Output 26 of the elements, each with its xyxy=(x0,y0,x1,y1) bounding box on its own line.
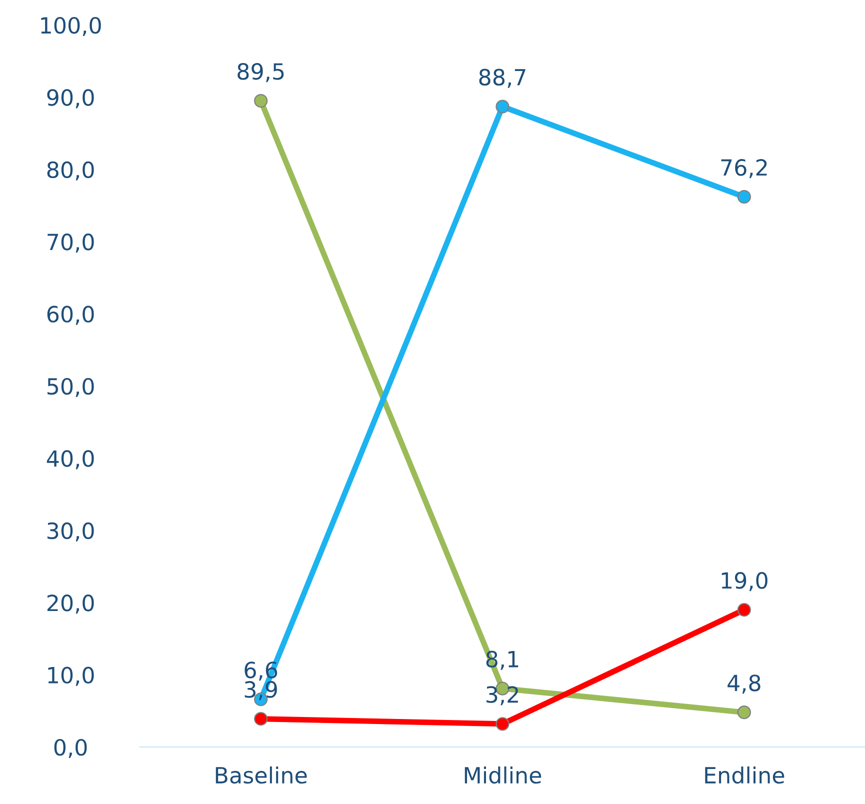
y-tick-label: 50,0 xyxy=(48,378,94,398)
x-tick-label: Baseline xyxy=(216,766,307,784)
data-label: 4,8 xyxy=(728,674,760,694)
x-tick-label: Midline xyxy=(464,766,542,784)
point xyxy=(254,712,268,726)
point xyxy=(254,94,268,108)
point xyxy=(737,706,751,720)
y-tick-label: 30,0 xyxy=(48,522,94,542)
y-tick-label: 10,0 xyxy=(48,666,94,686)
x-tick-label: Endline xyxy=(705,766,784,784)
y-tick-label: 70,0 xyxy=(48,234,94,253)
y-tick-label: 20,0 xyxy=(47,594,94,614)
y-tick-label: 90,0 xyxy=(47,89,94,108)
y-tick-label: 60,0 xyxy=(47,306,94,325)
point xyxy=(737,603,751,617)
data-label: 19,0 xyxy=(722,572,768,592)
point xyxy=(496,717,510,731)
data-label: 88,7 xyxy=(479,68,526,88)
y-tick-label: 40,0 xyxy=(46,450,94,470)
y-tick-label: 100,0 xyxy=(41,16,101,36)
point xyxy=(496,100,510,114)
y-tick-label: 80,0 xyxy=(47,161,94,180)
data-label: 76,2 xyxy=(721,159,767,178)
data-label: 89,5 xyxy=(238,63,284,82)
y-tick-label: 0,0 xyxy=(54,738,87,758)
point xyxy=(737,190,751,204)
